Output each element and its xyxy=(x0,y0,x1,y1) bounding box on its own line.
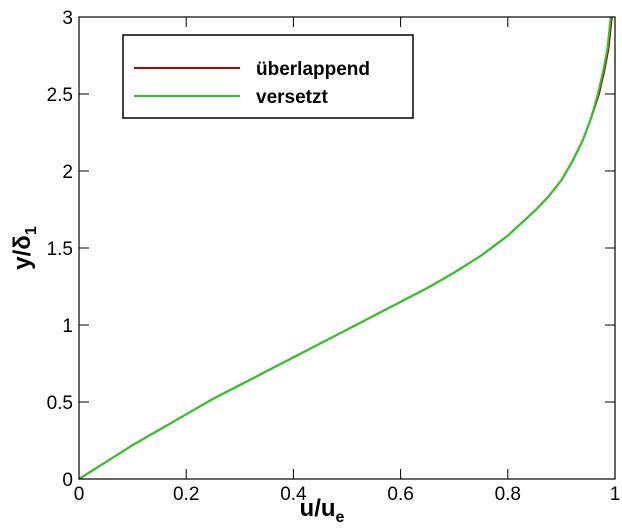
y-tick-label: 3 xyxy=(62,8,73,29)
x-tick-label: 0.2 xyxy=(173,484,199,505)
y-axis-title-sub: 1 xyxy=(23,226,40,235)
legend-box xyxy=(122,34,414,119)
legend-label-1: versetzt xyxy=(256,87,328,108)
x-axis-title-sub: e xyxy=(336,509,345,526)
series-line-1 xyxy=(78,16,612,480)
x-axis-title: u/ue xyxy=(300,495,345,526)
y-tick-label: 0.5 xyxy=(47,393,73,414)
x-tick-label: 0.6 xyxy=(387,484,413,505)
x-axis-title-main: u/u xyxy=(300,495,336,522)
ticks-layer: 0 0.2 0.4 0.6 0.8 1 0 0.5 1 1.5 2 2.5 3 xyxy=(47,8,621,505)
x-tick-label: 0 xyxy=(74,484,85,505)
y-tick-label: 1 xyxy=(62,316,73,337)
legend: überlappend versetzt xyxy=(122,34,414,119)
legend-label-0: überlappend xyxy=(256,59,370,80)
series-layer xyxy=(78,16,613,480)
x-tick-label: 0.8 xyxy=(495,484,521,505)
y-axis-title-main: y/δ xyxy=(9,235,36,270)
y-tick-label: 2 xyxy=(62,162,73,183)
y-tick-label: 0 xyxy=(62,470,73,491)
y-tick-label: 1.5 xyxy=(47,239,73,260)
y-tick-label: 2.5 xyxy=(47,85,73,106)
y-axis-title: y/δ1 xyxy=(9,226,40,270)
x-tick-label: 1 xyxy=(610,484,621,505)
x-tick-label: 0.4 xyxy=(280,484,307,505)
